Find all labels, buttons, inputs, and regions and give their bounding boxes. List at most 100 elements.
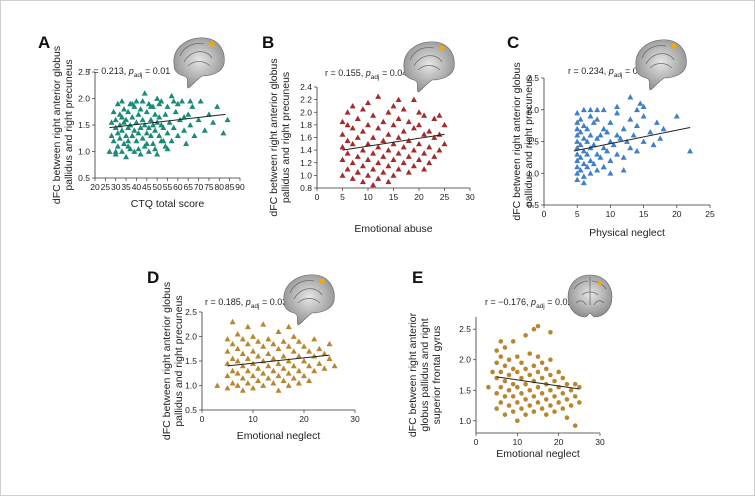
data-point xyxy=(577,384,582,390)
x-tick-label: 10 xyxy=(363,192,373,202)
data-point xyxy=(164,145,171,152)
data-point xyxy=(416,140,422,147)
data-point xyxy=(390,102,397,109)
data-point xyxy=(301,343,307,349)
data-point xyxy=(365,156,371,162)
data-point xyxy=(531,409,537,414)
data-point xyxy=(510,366,516,372)
data-point xyxy=(421,131,428,137)
y-tick-label: 1.2 xyxy=(300,158,312,168)
data-point xyxy=(580,135,587,141)
data-point xyxy=(152,111,159,117)
data-point xyxy=(280,353,287,359)
data-point xyxy=(577,116,584,122)
data-point xyxy=(574,144,581,151)
data-point xyxy=(556,369,561,375)
data-point xyxy=(405,153,412,159)
data-point xyxy=(637,100,644,106)
data-point xyxy=(539,391,545,396)
data-point xyxy=(560,375,566,381)
data-point xyxy=(275,328,282,334)
data-point xyxy=(572,381,578,387)
data-point xyxy=(244,323,251,330)
data-point xyxy=(653,119,660,125)
data-point xyxy=(375,175,382,181)
brain-sagittal-image xyxy=(283,274,335,326)
data-point xyxy=(506,372,512,378)
y-axis-title-line: superior frontal gyrus xyxy=(431,326,443,425)
data-point xyxy=(135,129,142,136)
data-point xyxy=(535,369,541,375)
data-point xyxy=(239,350,246,357)
data-point xyxy=(164,103,171,109)
data-point xyxy=(515,354,520,359)
data-point xyxy=(506,387,512,393)
data-point xyxy=(572,423,578,428)
data-point xyxy=(431,134,438,140)
y-axis-title-line: pallidus and right precuneus xyxy=(173,295,185,426)
data-point xyxy=(552,394,557,399)
data-point xyxy=(640,138,647,144)
y-tick-label: 1.0 xyxy=(300,170,312,180)
data-point xyxy=(270,380,277,386)
y-tick-label: 1.0 xyxy=(459,416,471,426)
data-point xyxy=(280,338,287,344)
data-point xyxy=(587,106,594,113)
data-point xyxy=(326,340,333,347)
data-point xyxy=(255,365,262,371)
data-point xyxy=(405,118,412,125)
x-tick-label: 5 xyxy=(340,192,345,202)
data-point xyxy=(380,169,387,175)
data-point xyxy=(614,109,621,116)
data-point xyxy=(416,156,422,162)
y-tick-label: 1.5 xyxy=(527,137,539,147)
data-point xyxy=(162,111,169,117)
annotation-r: r = −0.176, xyxy=(485,297,531,307)
data-point xyxy=(224,372,231,379)
data-point xyxy=(156,114,163,120)
data-point xyxy=(604,128,611,135)
data-point xyxy=(614,103,621,109)
data-point xyxy=(275,372,282,379)
data-point xyxy=(129,114,136,120)
x-tick-label: 20 xyxy=(299,414,309,424)
data-point xyxy=(587,132,594,138)
data-point xyxy=(121,106,127,112)
data-point xyxy=(385,162,392,169)
panel-letter: C xyxy=(507,33,519,52)
data-point xyxy=(584,151,591,157)
data-point xyxy=(127,122,134,128)
y-axis-title-line: globus pallidus and right xyxy=(419,318,431,431)
annotation-r: r = 0.155, xyxy=(325,68,366,78)
data-point xyxy=(535,384,541,390)
correlation-annotation: r = 0.185, padj = 0.03 xyxy=(205,297,287,310)
data-point xyxy=(112,148,119,154)
x-axis-title: Emotional neglect xyxy=(496,448,580,460)
regression-line xyxy=(342,133,445,151)
data-point xyxy=(123,132,130,138)
y-tick-label: 1.5 xyxy=(459,385,471,395)
data-point xyxy=(577,128,584,135)
y-tick-label: 1.0 xyxy=(185,381,197,391)
data-point xyxy=(502,394,508,399)
data-point xyxy=(527,351,533,356)
x-tick-label: 70 xyxy=(194,182,204,192)
panel-letter: D xyxy=(147,268,159,287)
data-point xyxy=(660,125,667,132)
data-point xyxy=(114,100,121,107)
data-point xyxy=(344,109,351,115)
data-point xyxy=(306,377,313,383)
data-point xyxy=(191,132,198,138)
data-point xyxy=(349,140,356,147)
data-point xyxy=(494,375,499,381)
data-point xyxy=(125,137,132,144)
annotation-value: = 0.01 xyxy=(622,66,650,76)
y-tick-label: 2.5 xyxy=(185,307,197,317)
data-point xyxy=(224,384,231,391)
data-point xyxy=(410,162,417,169)
data-point xyxy=(365,140,371,147)
data-point xyxy=(597,132,604,138)
data-point xyxy=(627,116,634,122)
data-point xyxy=(633,122,640,129)
